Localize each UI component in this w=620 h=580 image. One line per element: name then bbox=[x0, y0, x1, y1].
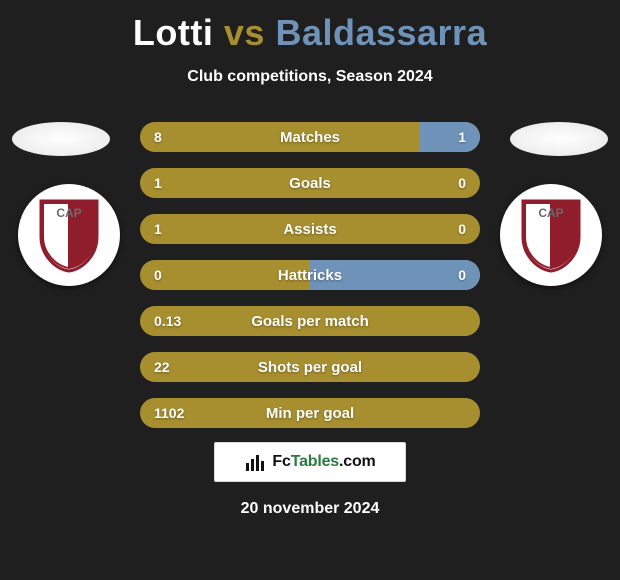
stat-row: 1102Min per goal bbox=[140, 398, 480, 428]
logo-disc-right: CAP bbox=[500, 184, 602, 286]
title-player1: Lotti bbox=[133, 12, 213, 53]
shield-icon: CAP bbox=[518, 197, 584, 273]
stat-value-left: 1 bbox=[140, 214, 176, 244]
stats-panel: 81Matches10Goals10Assists00Hattricks0.13… bbox=[140, 122, 480, 444]
stat-label: Goals per match bbox=[140, 306, 480, 336]
stat-value-right: 0 bbox=[444, 168, 480, 198]
stat-value-right: 0 bbox=[444, 214, 480, 244]
logo-disc-left: CAP bbox=[18, 184, 120, 286]
logo-text-left: CAP bbox=[56, 206, 81, 220]
stat-row: 00Hattricks bbox=[140, 260, 480, 290]
logo-text-right: CAP bbox=[538, 206, 563, 220]
stat-value-left: 1102 bbox=[140, 398, 198, 428]
stat-label: Goals bbox=[140, 168, 480, 198]
stat-fill-right bbox=[419, 122, 480, 152]
brand-fc: Fc bbox=[272, 453, 290, 470]
title-vs: vs bbox=[224, 12, 265, 53]
stat-fill-right bbox=[310, 260, 480, 290]
brand-com: .com bbox=[339, 453, 376, 470]
stat-row: 81Matches bbox=[140, 122, 480, 152]
title-player2: Baldassarra bbox=[275, 12, 487, 53]
footer-date: 20 november 2024 bbox=[0, 500, 620, 518]
plate-left bbox=[12, 122, 110, 156]
page-title: Lotti vs Baldassarra bbox=[0, 0, 620, 54]
stat-row: 1 0Assists bbox=[140, 214, 480, 244]
stat-row: 22Shots per goal bbox=[140, 352, 480, 382]
stat-label: Assists bbox=[140, 214, 480, 244]
shield-icon: CAP bbox=[36, 197, 102, 273]
club-logo-right: CAP bbox=[500, 184, 602, 286]
subtitle: Club competitions, Season 2024 bbox=[0, 68, 620, 86]
brand-tables: Tables bbox=[291, 453, 339, 470]
plate-right bbox=[510, 122, 608, 156]
club-logo-left: CAP bbox=[18, 184, 120, 286]
stat-value-left: 0.13 bbox=[140, 306, 195, 336]
stat-value-left: 22 bbox=[140, 352, 184, 382]
brand-badge: FcTables.com bbox=[214, 442, 406, 482]
stat-label: Shots per goal bbox=[140, 352, 480, 382]
stat-row: 0.13Goals per match bbox=[140, 306, 480, 336]
stat-value-left: 8 bbox=[140, 122, 176, 152]
stat-label: Min per goal bbox=[140, 398, 480, 428]
stat-value-left: 1 bbox=[140, 168, 176, 198]
brand-text: FcTables.com bbox=[272, 453, 375, 471]
bars-icon bbox=[244, 451, 266, 473]
stat-value-left: 0 bbox=[140, 260, 176, 290]
stat-row: 1 0Goals bbox=[140, 168, 480, 198]
